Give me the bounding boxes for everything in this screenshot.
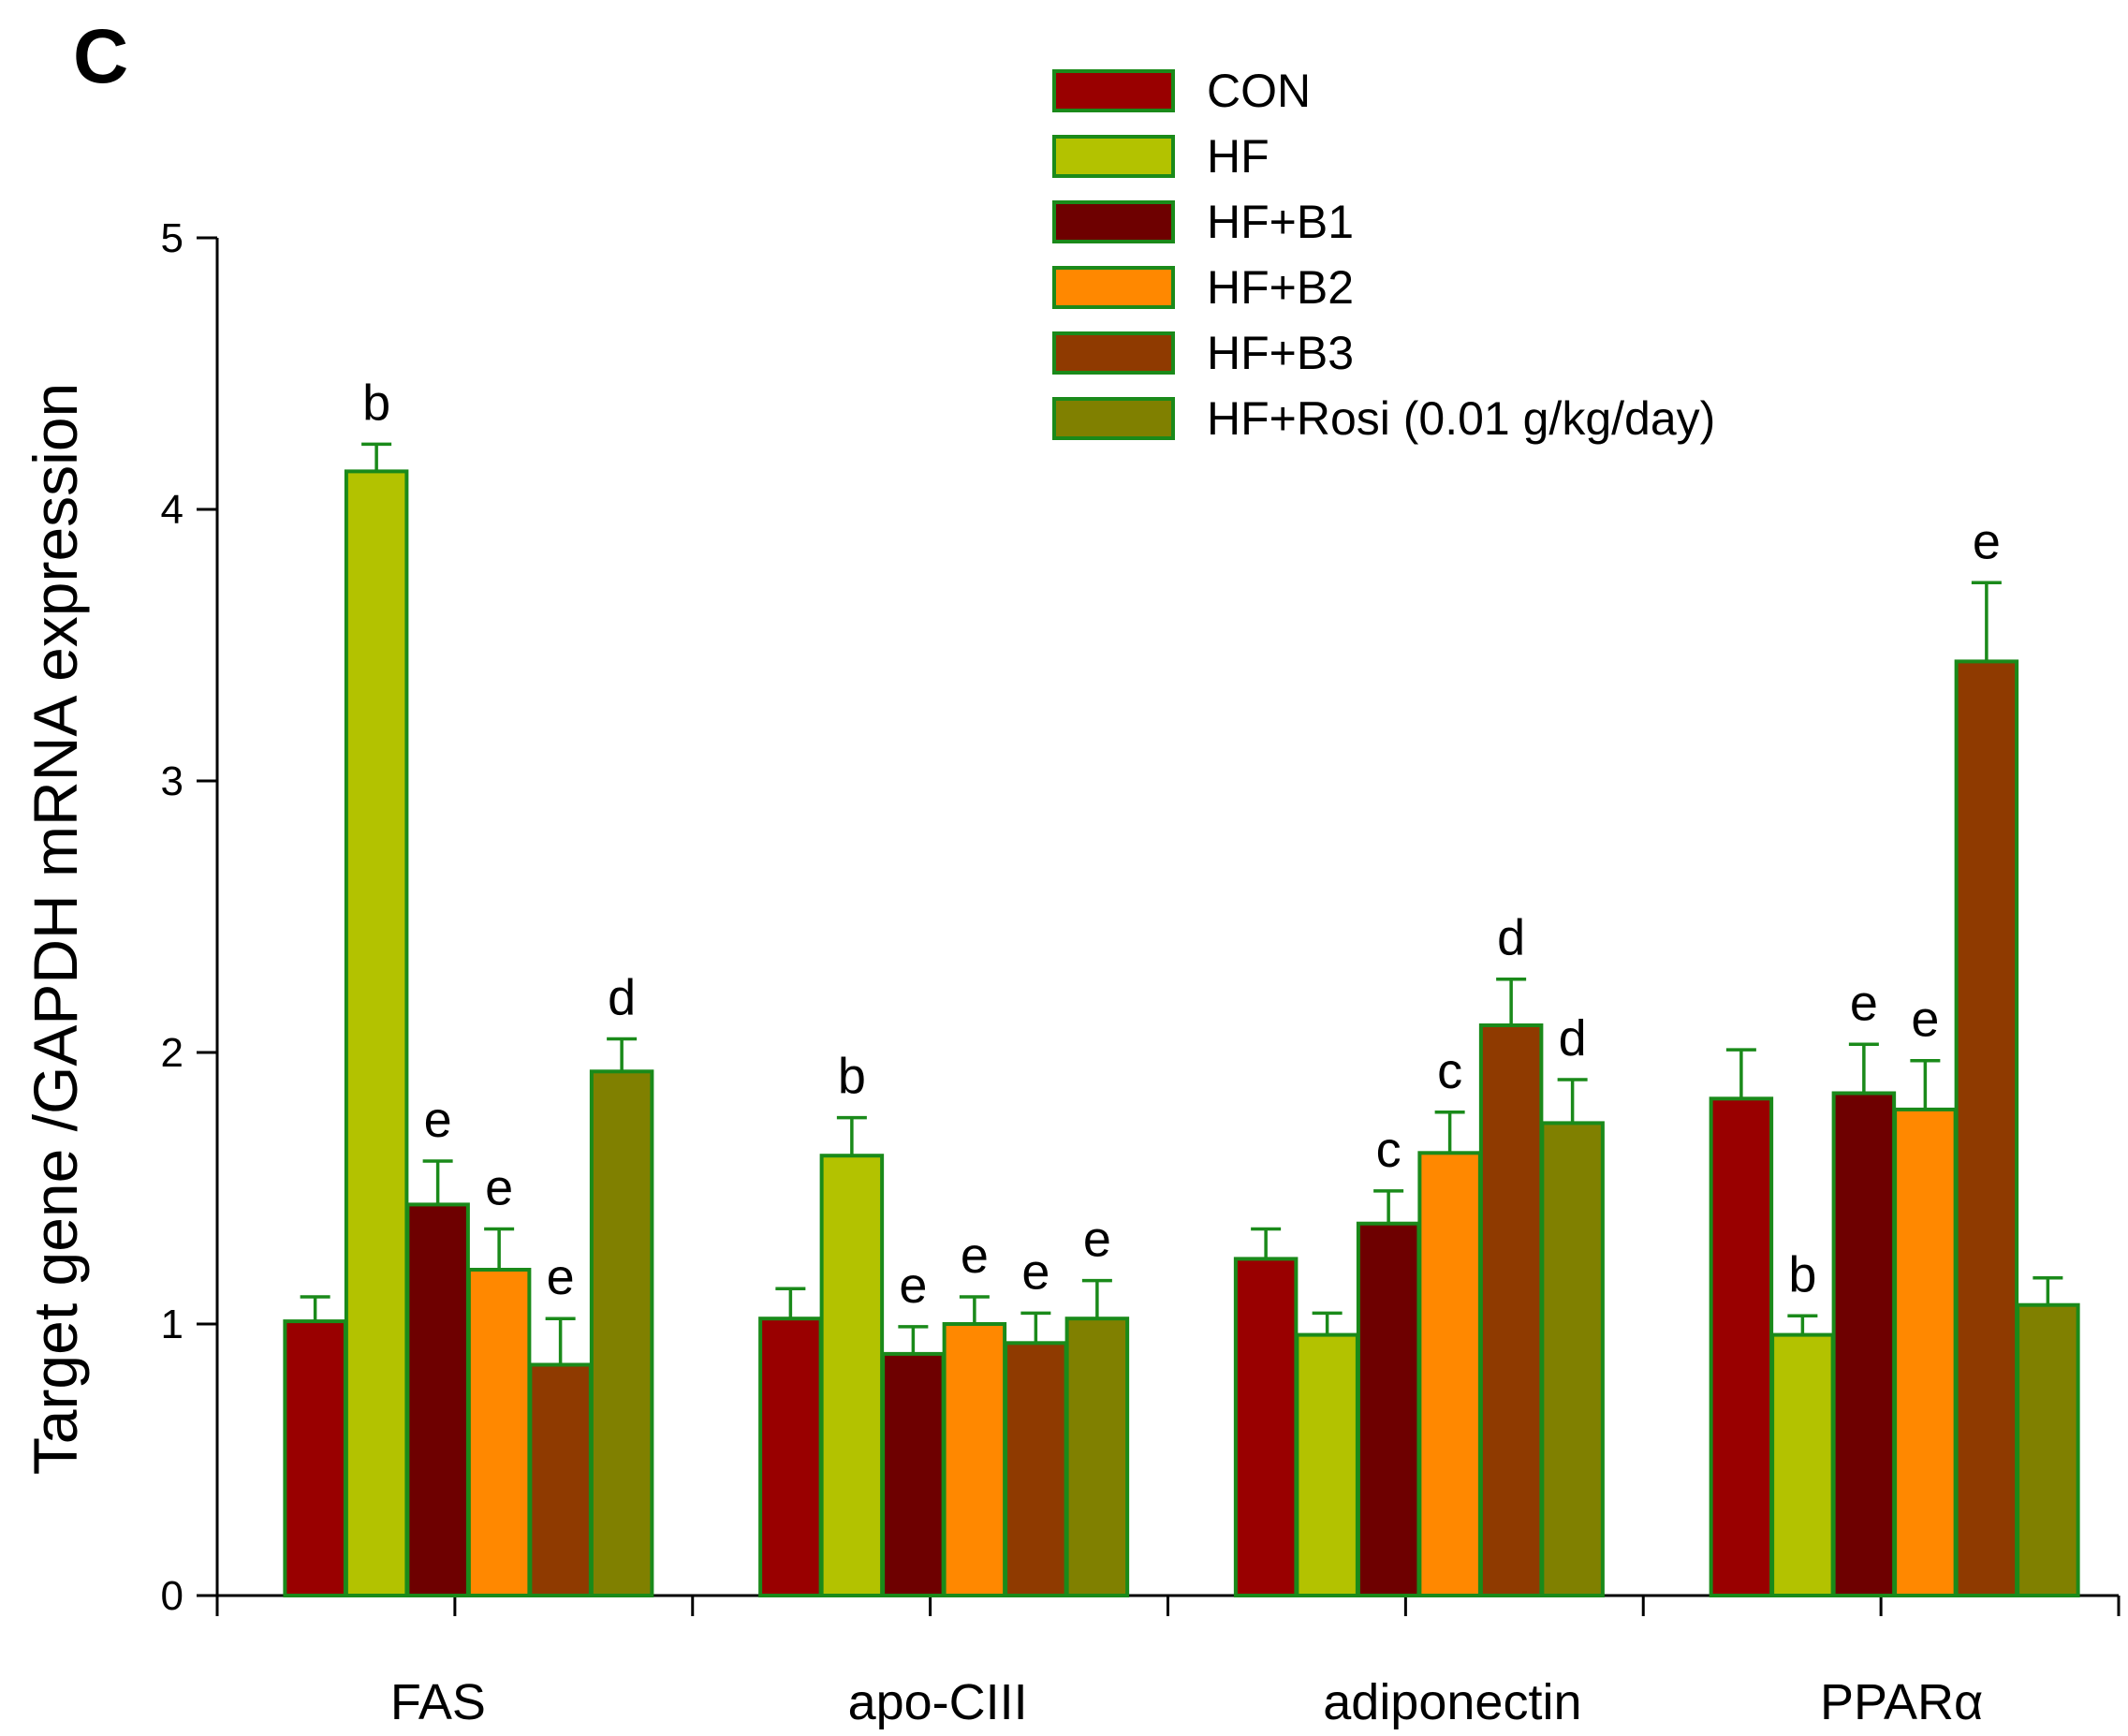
- bar: [1233, 1257, 1299, 1598]
- significance-label: d: [1497, 910, 1525, 966]
- bar: [466, 1268, 532, 1597]
- bar: [819, 1154, 885, 1597]
- significance-label: e: [1911, 992, 1939, 1048]
- legend-swatch: [1052, 266, 1175, 309]
- significance-label: e: [899, 1258, 927, 1314]
- bar: [1770, 1332, 1835, 1597]
- bar: [2016, 1302, 2080, 1597]
- bar: [942, 1322, 1007, 1597]
- significance-label: e: [1973, 513, 2001, 569]
- y-tick-label: 4: [161, 487, 183, 533]
- bar: [1064, 1317, 1130, 1597]
- bar: [1954, 659, 2019, 1597]
- significance-label: b: [838, 1049, 866, 1105]
- legend-label: HF+B3: [1207, 327, 1354, 379]
- y-tick-label: 0: [161, 1573, 183, 1619]
- legend-swatch: [1052, 135, 1175, 178]
- significance-label: d: [1559, 1010, 1587, 1067]
- bar: [405, 1202, 470, 1598]
- bar: [1831, 1091, 1897, 1597]
- legend-label: CON: [1207, 65, 1311, 117]
- bar: [344, 469, 409, 1597]
- bar: [881, 1351, 946, 1598]
- bar: [1709, 1096, 1774, 1598]
- bar: [758, 1317, 823, 1597]
- significance-label: e: [1850, 975, 1878, 1031]
- panel-label: C: [73, 14, 128, 99]
- legend-swatch: [1052, 200, 1175, 243]
- legend-label: HF+B2: [1207, 261, 1354, 314]
- significance-label: b: [362, 375, 390, 431]
- y-axis-label: Target gene /GAPDH mRNA expression: [21, 383, 90, 1476]
- significance-label: e: [547, 1249, 575, 1305]
- bar: [1478, 1023, 1544, 1597]
- legend: CON HF HF+B1 HF+B2 HF+B3 HF+Rosi (0.01 g/kg/d…: [1052, 65, 1715, 445]
- bar: [1004, 1341, 1068, 1598]
- significance-label: e: [1083, 1212, 1111, 1268]
- bar: [528, 1362, 593, 1597]
- legend-label: HF+Rosi (0.01 g/kg/day): [1207, 392, 1715, 445]
- significance-label: d: [608, 970, 636, 1026]
- bar: [1540, 1121, 1605, 1598]
- bar: [1893, 1107, 1958, 1597]
- significance-label: e: [1021, 1243, 1049, 1300]
- x-category-label: adiponectin: [1323, 1674, 1581, 1730]
- significance-label: c: [1376, 1122, 1402, 1178]
- y-tick-label: 3: [161, 758, 183, 804]
- bar: [1356, 1221, 1421, 1597]
- y-tick-label: 5: [161, 215, 183, 261]
- significance-label: c: [1437, 1043, 1462, 1099]
- significance-label: e: [424, 1092, 452, 1148]
- x-category-label: PPARα: [1820, 1674, 1983, 1730]
- bar: [589, 1069, 654, 1598]
- legend-swatch: [1052, 397, 1175, 440]
- significance-label: b: [1788, 1246, 1816, 1302]
- y-tick-label: 2: [161, 1030, 183, 1076]
- bar: [283, 1319, 347, 1597]
- significance-label: e: [485, 1160, 513, 1216]
- legend-swatch: [1052, 331, 1175, 375]
- x-category-label: apo-CIII: [848, 1674, 1028, 1730]
- bar: [1417, 1151, 1482, 1598]
- legend-swatch: [1052, 69, 1175, 112]
- y-tick-label: 1: [161, 1302, 183, 1347]
- bar: [1295, 1332, 1359, 1597]
- significance-label: e: [961, 1228, 989, 1284]
- x-category-label: FAS: [390, 1674, 486, 1730]
- legend-label: HF+B1: [1207, 196, 1354, 248]
- legend-label: HF: [1207, 130, 1269, 183]
